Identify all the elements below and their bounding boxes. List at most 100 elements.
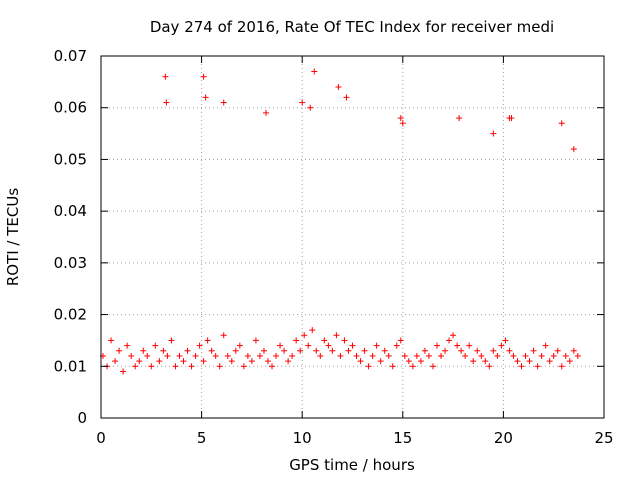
- data-point: [172, 363, 179, 370]
- data-point: [108, 337, 115, 344]
- data-point: [421, 347, 428, 354]
- data-point: [180, 358, 187, 365]
- data-point: [393, 342, 400, 349]
- data-point: [546, 358, 553, 365]
- y-tick-label: 0.06: [54, 99, 87, 117]
- data-point: [277, 342, 284, 349]
- data-point: [116, 347, 123, 354]
- data-point: [307, 104, 314, 111]
- y-tick-label: 0: [77, 409, 87, 427]
- chart-title: Day 274 of 2016, Rate Of TEC Index for r…: [150, 18, 554, 36]
- data-point: [498, 342, 505, 349]
- data-point: [450, 332, 457, 339]
- data-point: [381, 347, 388, 354]
- data-point: [305, 342, 312, 349]
- data-point: [204, 337, 211, 344]
- data-point: [345, 347, 352, 354]
- data-point: [478, 352, 485, 359]
- data-point: [148, 363, 155, 370]
- grid-lines: [101, 56, 604, 418]
- x-tick-label: 20: [494, 429, 513, 447]
- x-axis-label: GPS time / hours: [289, 456, 415, 474]
- data-point: [554, 347, 561, 354]
- data-point: [373, 342, 380, 349]
- data-point: [542, 342, 549, 349]
- data-point: [550, 352, 557, 359]
- data-point: [160, 347, 167, 354]
- data-point: [377, 358, 384, 365]
- data-point: [462, 352, 469, 359]
- data-point: [385, 352, 392, 359]
- data-point: [293, 337, 300, 344]
- data-point: [361, 347, 368, 354]
- data-point: [329, 347, 336, 354]
- data-point: [417, 358, 424, 365]
- data-point: [508, 115, 515, 122]
- x-tick-label: 10: [293, 429, 312, 447]
- data-point: [163, 99, 170, 106]
- data-point: [369, 352, 376, 359]
- data-point: [494, 352, 501, 359]
- data-point: [558, 363, 565, 370]
- data-point: [502, 337, 509, 344]
- data-point: [466, 342, 473, 349]
- data-point: [490, 347, 497, 354]
- data-point: [397, 115, 404, 122]
- data-point: [335, 84, 342, 91]
- data-point: [389, 363, 396, 370]
- x-tick-label: 25: [594, 429, 613, 447]
- data-point: [333, 332, 340, 339]
- data-point: [506, 347, 513, 354]
- data-point: [216, 363, 223, 370]
- data-point: [281, 347, 288, 354]
- y-tick-label: 0.02: [54, 306, 87, 324]
- data-point: [136, 358, 143, 365]
- data-point: [244, 352, 251, 359]
- x-tick-label: 5: [197, 429, 207, 447]
- data-point: [164, 352, 171, 359]
- data-point: [474, 347, 481, 354]
- data-point: [232, 347, 239, 354]
- data-point: [262, 109, 269, 116]
- x-tick-label: 0: [96, 429, 106, 447]
- data-point: [486, 363, 493, 370]
- data-point: [256, 352, 263, 359]
- data-point: [570, 347, 577, 354]
- data-point: [152, 342, 159, 349]
- data-point: [132, 363, 139, 370]
- data-point: [184, 347, 191, 354]
- data-point: [120, 368, 127, 375]
- data-point: [156, 358, 163, 365]
- data-point: [401, 352, 408, 359]
- data-point: [490, 130, 497, 137]
- data-point: [228, 358, 235, 365]
- data-point: [574, 352, 581, 359]
- data-point: [289, 352, 296, 359]
- data-point: [220, 332, 227, 339]
- data-point: [260, 347, 267, 354]
- data-point: [299, 99, 306, 106]
- data-point: [425, 352, 432, 359]
- data-point: [566, 358, 573, 365]
- data-point: [140, 347, 147, 354]
- data-point: [343, 94, 350, 101]
- data-point: [510, 352, 517, 359]
- data-point: [357, 358, 364, 365]
- data-point: [534, 363, 541, 370]
- data-point: [252, 337, 259, 344]
- data-points: [100, 68, 581, 375]
- data-point: [144, 352, 151, 359]
- data-point: [337, 352, 344, 359]
- data-point: [168, 337, 175, 344]
- data-point: [192, 352, 199, 359]
- data-point: [526, 358, 533, 365]
- data-point: [212, 352, 219, 359]
- x-tick-label: 15: [393, 429, 412, 447]
- data-point: [562, 352, 569, 359]
- axis-ticks: [100, 55, 605, 419]
- data-point: [409, 363, 416, 370]
- data-point: [200, 73, 207, 80]
- y-tick-label: 0.04: [54, 202, 87, 220]
- data-point: [454, 342, 461, 349]
